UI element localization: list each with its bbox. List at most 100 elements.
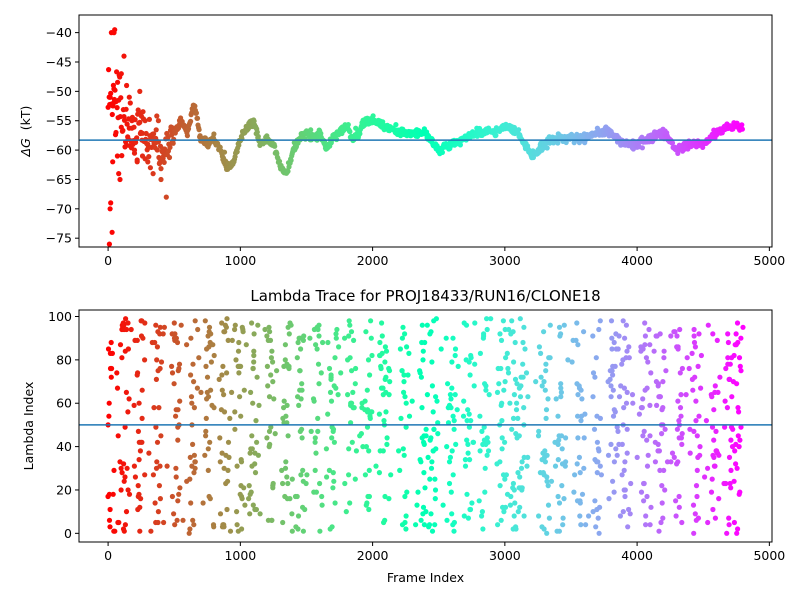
lambda-point — [513, 407, 520, 413]
lambda-point — [146, 450, 152, 456]
lambda-point — [434, 398, 440, 404]
lambda-point — [202, 318, 208, 324]
lambda-point — [513, 526, 519, 532]
lambda-point — [640, 346, 646, 352]
delta-g-point — [347, 129, 353, 135]
lambda-point — [702, 474, 708, 480]
lambda-point — [659, 500, 665, 506]
lambda-point — [716, 496, 722, 502]
lambda-point — [177, 398, 183, 404]
lambda-point — [234, 463, 240, 469]
lambda-point — [445, 420, 452, 426]
lambda-point — [709, 424, 716, 430]
lambda-point — [227, 415, 233, 421]
lambda-point — [173, 335, 179, 341]
lambda-point — [467, 372, 473, 378]
x-tick-label: 2000 — [357, 548, 389, 563]
lambda-point — [545, 396, 551, 402]
delta-g-point — [117, 176, 123, 183]
lambda-point — [596, 326, 602, 333]
lambda-point — [315, 326, 321, 333]
lambda-point — [190, 361, 196, 367]
lambda-point — [695, 515, 702, 521]
lambda-point — [481, 333, 487, 339]
delta-g-axes: 0 1000 2000 3000 4000 5000 −75 −70 −65 −60 −55 −50… — [18, 14, 785, 268]
lambda-point — [574, 461, 580, 467]
lambda-point — [572, 472, 578, 478]
lambda-point — [494, 389, 501, 395]
lambda-point — [448, 405, 454, 411]
delta-g-point — [221, 149, 228, 155]
lambda-point — [621, 405, 627, 411]
lambda-point — [645, 452, 651, 458]
lambda-point — [423, 509, 429, 515]
lambda-point — [483, 383, 489, 389]
lambda-point — [452, 352, 458, 359]
lambda-point — [154, 439, 161, 445]
lambda-point — [252, 461, 258, 467]
lambda-point — [284, 402, 290, 408]
lambda-point — [190, 441, 196, 447]
lambda-point — [362, 472, 368, 478]
lambda-point — [191, 405, 197, 411]
lambda-point — [515, 509, 521, 515]
lambda-point — [482, 489, 488, 495]
lambda-point — [641, 498, 647, 504]
lambda-point — [655, 381, 662, 387]
lambda-point — [121, 528, 127, 534]
delta-g-point — [211, 131, 217, 137]
lambda-point — [302, 506, 308, 513]
lambda-point — [673, 498, 679, 504]
lambda-point — [432, 487, 439, 493]
x-tick-label: 1000 — [224, 548, 256, 563]
lambda-point — [206, 344, 212, 350]
lambda-point — [556, 528, 563, 534]
lambda-point — [617, 513, 624, 519]
lambda-point — [693, 483, 700, 489]
lambda-point — [295, 513, 302, 519]
lambda-point — [376, 470, 382, 476]
lambda-point — [227, 528, 234, 534]
lambda-point — [675, 344, 681, 350]
lambda-point — [257, 511, 263, 517]
lambda-point — [106, 413, 112, 419]
lambda-point — [468, 355, 474, 361]
delta-g-unit: (kT) — [18, 106, 33, 131]
lambda-point — [157, 365, 163, 372]
lambda-point — [655, 441, 661, 447]
lambda-point — [734, 320, 741, 326]
delta-g-point — [137, 119, 143, 125]
lambda-point — [409, 398, 415, 404]
lambda-point — [660, 379, 666, 385]
lambda-point — [661, 348, 667, 354]
lambda-point — [121, 461, 127, 467]
y-tick-label: −60 — [46, 143, 72, 158]
lambda-point — [383, 348, 390, 354]
lambda-point — [161, 519, 167, 526]
delta-g-point — [345, 122, 351, 128]
lambda-point — [647, 402, 653, 408]
lambda-point — [338, 370, 344, 376]
lambda-point — [366, 506, 372, 513]
lambda-point — [364, 387, 370, 393]
delta-g-point — [154, 147, 160, 153]
lambda-point — [171, 320, 177, 326]
lambda-point — [264, 363, 270, 369]
lambda-point — [466, 359, 472, 365]
lambda-point — [462, 463, 469, 469]
lambda-point — [312, 467, 318, 473]
lambda-point — [543, 361, 549, 367]
lambda-point — [298, 472, 304, 478]
delta-g-point — [134, 135, 140, 141]
lambda-point — [479, 428, 485, 434]
delta-g-point — [145, 159, 151, 165]
delta-g-point — [639, 145, 646, 151]
lambda-point — [224, 506, 230, 513]
lambda-point — [423, 433, 429, 439]
delta-g-point — [110, 100, 116, 106]
lambda-point — [119, 470, 125, 476]
delta-g-point — [115, 79, 121, 85]
lambda-point — [229, 389, 235, 395]
lambda-point — [192, 459, 198, 465]
lambda-point — [593, 524, 599, 530]
